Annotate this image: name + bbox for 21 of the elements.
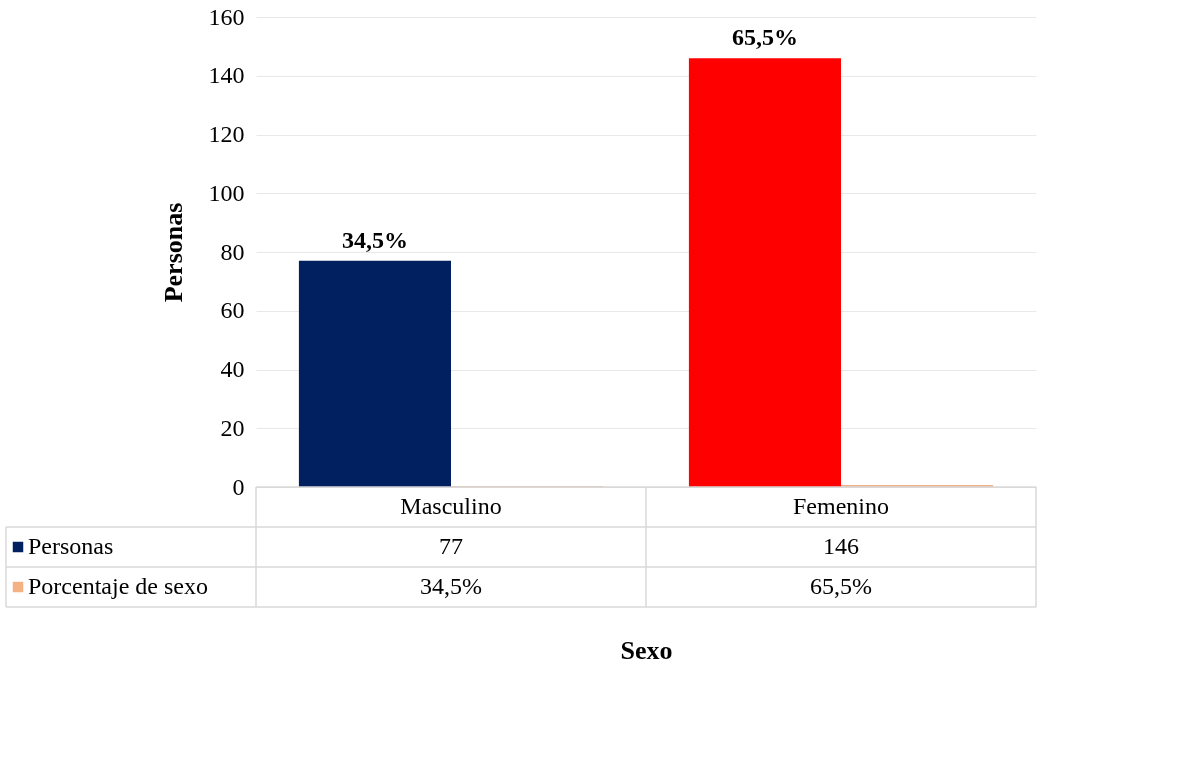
y-tick-label: 120 <box>208 121 245 147</box>
annotation: 34,5% <box>341 226 408 253</box>
data-label: 77 <box>439 533 463 559</box>
annotation: 65,5% <box>731 24 798 51</box>
y-tick-label: 80 <box>220 238 245 265</box>
y-tick-label: 100 <box>208 179 245 206</box>
y-tick-label: 20 <box>220 414 245 441</box>
data-label: 65,5% <box>810 573 872 599</box>
y-tick-label: 160 <box>208 3 245 30</box>
y-tick-label: 60 <box>220 297 245 324</box>
y-tick-label: 40 <box>220 356 245 382</box>
legend-label: Personas <box>28 533 114 559</box>
y-tick-label: 140 <box>208 62 245 89</box>
x-tick-label: Masculino <box>400 493 502 519</box>
y-tick-label: 0 <box>232 473 245 500</box>
data-label: 146 <box>823 533 859 559</box>
x-axis-title: Sexo <box>620 635 673 665</box>
x-tick-label: Femenino <box>793 493 889 519</box>
data-label: 34,5% <box>420 573 482 599</box>
y-axis-title: Personas <box>158 202 188 303</box>
legend-label: Porcentaje de sexo <box>28 573 208 599</box>
